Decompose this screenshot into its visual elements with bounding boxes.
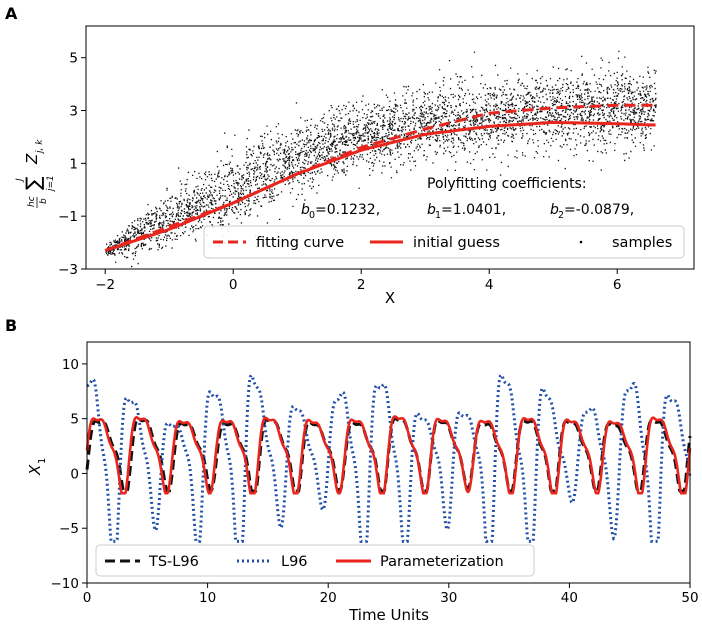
ylabel-frac-den: b bbox=[39, 198, 49, 204]
panel-b-y-tick-label: −5 bbox=[59, 521, 79, 537]
panel-a-label: A bbox=[5, 4, 18, 23]
panel-a-y-tick-label: −1 bbox=[58, 209, 78, 225]
panel-b-frame bbox=[86, 341, 691, 584]
coefficient-b2: b 2 =-0.0879, bbox=[550, 202, 634, 221]
panel-a-legend-box bbox=[203, 225, 685, 259]
legend-l96-label: L96 bbox=[281, 554, 308, 570]
ylabel-sum-lower: j=1 bbox=[46, 175, 56, 193]
panel-a-axes: −2 0 2 4 6 −3 −1 1 3 5 bbox=[58, 25, 695, 293]
panel-b-y-label: X 1 bbox=[26, 458, 48, 476]
panel-a-x-tick-label: 4 bbox=[485, 277, 494, 293]
panel-b-legend: TS-L96 L96 Parameterization bbox=[95, 544, 535, 577]
legend-fitting-curve-label: fitting curve bbox=[256, 235, 344, 251]
panel-b-y-tick-label: 0 bbox=[70, 466, 79, 482]
panel-b-y-tick-label: −10 bbox=[51, 576, 80, 592]
coef-b0-value: =0.1232, bbox=[315, 202, 380, 218]
panel-a-x-tick-label: 6 bbox=[613, 277, 622, 293]
panel-b-x-tick-label: 0 bbox=[83, 590, 92, 606]
coef-b2-value: =-0.0879, bbox=[564, 202, 634, 218]
fitting-curve-line bbox=[104, 103, 656, 252]
panel-b-y-label-main: X bbox=[26, 464, 44, 476]
panel-a-y-tick-label: 3 bbox=[69, 104, 78, 120]
legend-samples-label: samples bbox=[612, 235, 672, 251]
panel-b-x-tick-label: 50 bbox=[681, 590, 698, 606]
coef-b2-symbol: b bbox=[550, 202, 559, 218]
panel-b-axes: 0 10 20 30 40 50 −10 −5 0 5 10 bbox=[51, 341, 699, 606]
coef-b0-sub: 0 bbox=[309, 210, 315, 221]
ylabel-sum-upper: J bbox=[15, 178, 25, 183]
coef-b1-symbol: b bbox=[427, 202, 436, 218]
coefficients-title: Polyfitting coefficients: bbox=[427, 176, 587, 192]
coefficient-b0: b 0 =0.1232, bbox=[301, 202, 380, 221]
panel-a-y-tick-label: 1 bbox=[69, 156, 78, 172]
ylabel-sum-glyph: ∑ bbox=[21, 176, 45, 190]
parameterization-line bbox=[85, 415, 692, 495]
legend-samples-swatch bbox=[579, 240, 583, 244]
ts-l96-line bbox=[85, 416, 692, 493]
panel-a-x-label: X bbox=[385, 289, 395, 307]
legend-ts-l96-label: TS-L96 bbox=[148, 554, 199, 570]
panel-b-x-tick-label: 10 bbox=[199, 590, 216, 606]
panel-a-y-ticks: −3 −1 1 3 5 bbox=[58, 51, 86, 278]
legend-initial-guess-label: initial guess bbox=[413, 235, 500, 251]
panel-b-y-tick-label: 5 bbox=[70, 412, 79, 428]
panel-a-x-tick-label: 0 bbox=[229, 277, 238, 293]
legend-parameterization-label: Parameterization bbox=[380, 554, 504, 570]
panel-a-x-tick-label: −2 bbox=[95, 277, 115, 293]
ylabel-term-sub: j, k bbox=[35, 139, 45, 155]
panel-a-y-tick-label: −3 bbox=[58, 262, 78, 278]
coefficient-b1: b 1 =1.0401, bbox=[427, 202, 506, 221]
coef-b1-value: =1.0401, bbox=[441, 202, 506, 218]
panel-b-x-tick-label: 20 bbox=[320, 590, 337, 606]
coef-b2-sub: 2 bbox=[558, 210, 564, 221]
l96-line bbox=[86, 372, 692, 543]
panel-b-x-tick-label: 30 bbox=[440, 590, 457, 606]
initial-guess-line bbox=[104, 121, 656, 252]
panel-a-frame bbox=[85, 25, 695, 270]
ylabel-term: Z bbox=[23, 153, 41, 165]
panel-b-x-label: Time Units bbox=[348, 606, 429, 624]
panel-a-y-label: hc b J ∑ j=1 Z j, k bbox=[15, 139, 56, 208]
coef-b1-sub: 1 bbox=[435, 210, 441, 221]
coef-b0-symbol: b bbox=[301, 202, 310, 218]
panel-b-x-tick-label: 40 bbox=[561, 590, 578, 606]
panel-b-y-ticks: −10 −5 0 5 10 bbox=[51, 357, 87, 592]
panel-b-y-label-sub: 1 bbox=[37, 458, 48, 464]
panel-a-x-ticks: −2 0 2 4 6 bbox=[95, 269, 621, 293]
panel-a-x-tick-label: 2 bbox=[357, 277, 366, 293]
panel-b-y-tick-label: 10 bbox=[62, 357, 79, 373]
panel-a-y-tick-label: 5 bbox=[69, 51, 78, 67]
panel-b-legend-box bbox=[95, 544, 535, 577]
ylabel-frac-num: hc bbox=[27, 196, 37, 207]
panel-a-legend: fitting curve initial guess samples bbox=[203, 225, 685, 259]
panel-b-x-ticks: 0 10 20 30 40 50 bbox=[83, 583, 699, 606]
panel-b-label: B bbox=[5, 316, 17, 335]
